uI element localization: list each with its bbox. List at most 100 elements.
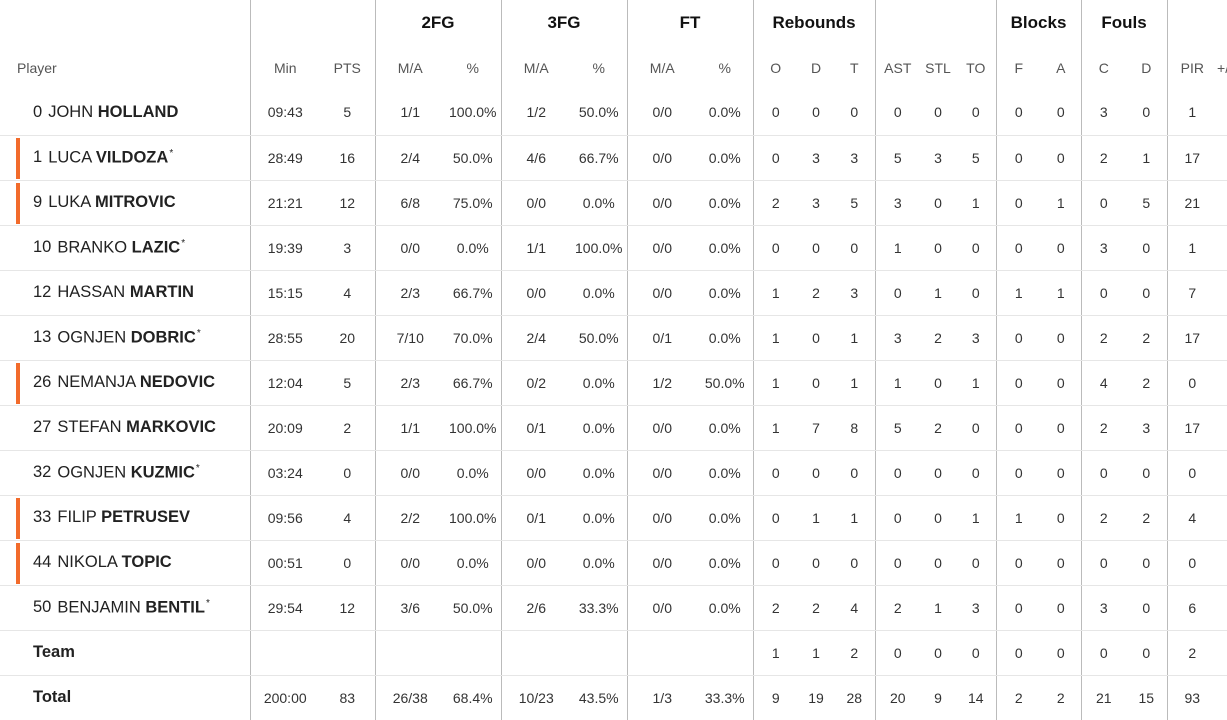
col-reb-d[interactable]: D (810, 59, 822, 76)
stat-fg2-pct: 0.0% (445, 450, 501, 496)
player-last-name: LAZIC (131, 238, 181, 257)
stat-fg3-pct: 43.5% (578, 689, 619, 706)
stat-fg2-ma (374, 630, 445, 676)
accent-bar (16, 497, 20, 539)
stat-extra (1217, 90, 1227, 136)
stat-reb-o: 0 (752, 540, 798, 586)
col-3fg-ma[interactable]: M/A (500, 45, 571, 90)
stat-pir: 17 (1166, 405, 1218, 451)
stat-reb-t: 8 (834, 405, 876, 451)
stat-foul-c: 0 (1080, 450, 1127, 496)
stat-stl: 1 (920, 585, 957, 631)
stat-to: 3 (956, 585, 997, 631)
player-cell[interactable]: 44 NIKOLA TOPIC (0, 540, 250, 586)
player-cell[interactable]: 50 BENJAMIN BENTIL* (0, 585, 250, 631)
stat-fg3-ma: 0/0 (500, 540, 571, 586)
stat-stl: 2 (920, 405, 957, 451)
stat-reb-o: 9 (752, 675, 798, 720)
stat-reb-o: 1 (752, 360, 798, 406)
player-cell[interactable]: 1 LUCA VILDOZA* (0, 135, 250, 181)
table-row: 32 OGNJEN KUZMIC* 03:24 0 0/0 0.0% 0/0 0.0% 0/0 0… (0, 450, 1227, 496)
col-blk-f[interactable]: F (995, 45, 1042, 90)
stat-foul-c: 3 (1080, 225, 1127, 271)
stat-pir: 2 (1166, 630, 1218, 676)
col-foul-c[interactable]: C (1080, 45, 1127, 90)
col-3fg-pct[interactable]: % (592, 59, 605, 76)
player-number: 26 (33, 373, 52, 391)
stat-foul-d: 0 (1126, 450, 1168, 496)
col-ft-ma[interactable]: M/A (626, 45, 697, 90)
stat-min: 20:09 (249, 405, 320, 451)
stat-reb-o: 1 (752, 405, 798, 451)
table-row: 0 JOHN HOLLAND 09:43 5 1/1 100.0% 1/2 50.0% 0/0 0… (0, 90, 1227, 136)
stat-extra (1217, 315, 1227, 361)
player-cell[interactable]: 32 OGNJEN KUZMIC* (0, 450, 250, 496)
starter-mark: * (195, 462, 200, 474)
stat-pts: 2 (320, 405, 375, 451)
stat-extra (1217, 450, 1227, 496)
stat-fg2-ma: 0/0 (374, 450, 445, 496)
stat-foul-d: 0 (1126, 90, 1168, 136)
player-cell[interactable]: 10 BRANKO LAZIC* (0, 225, 250, 271)
stat-ast: 0 (874, 450, 921, 496)
table-row: 10 BRANKO LAZIC* 19:39 3 0/0 0.0% 1/1 100.0% 0/0… (0, 225, 1227, 271)
col-player[interactable]: Player (17, 59, 57, 76)
col-reb-t[interactable]: T (849, 59, 859, 76)
stat-blk-a: 0 (1041, 585, 1082, 631)
stat-reb-o: 0 (752, 450, 798, 496)
col-pir[interactable]: PIR (1166, 45, 1218, 90)
col-2fg-pct[interactable]: % (466, 59, 479, 76)
stat-ast: 0 (874, 90, 921, 136)
player-number: 9 (33, 193, 43, 211)
starter-mark: * (205, 597, 210, 609)
stat-min: 03:24 (249, 450, 320, 496)
stat-fg3-pct: 0.0% (571, 405, 627, 451)
player-cell[interactable]: 9 LUKA MITROVIC (0, 180, 250, 226)
stat-foul-d: 2 (1126, 315, 1168, 361)
stat-foul-c: 0 (1080, 540, 1127, 586)
stat-fg3-pct: 0.0% (571, 450, 627, 496)
stat-to: 5 (956, 135, 997, 181)
stat-reb-t: 0 (834, 90, 876, 136)
col-min[interactable]: Min (249, 45, 320, 90)
player-number: 0 (33, 102, 43, 121)
stat-reb-t: 5 (834, 180, 876, 226)
col-pts[interactable]: PTS (333, 59, 361, 76)
stat-pts: 12 (320, 180, 375, 226)
col-ft-pct[interactable]: % (718, 59, 731, 76)
stat-to: 0 (956, 630, 997, 676)
group-ft: FT (626, 0, 753, 45)
col-stl[interactable]: STL (925, 59, 951, 76)
accent-bar (16, 182, 20, 224)
col-blk-a[interactable]: A (1056, 59, 1066, 76)
stat-reb-d: 2 (798, 585, 834, 631)
player-cell[interactable]: 27 STEFAN MARKOVIC (0, 405, 250, 451)
player-cell[interactable]: 0 JOHN HOLLAND (0, 90, 250, 136)
stat-pts: 83 (339, 689, 356, 706)
stat-fg3-ma: 0/0 (500, 180, 571, 226)
col-ast[interactable]: AST (874, 45, 921, 90)
stat-to: 0 (956, 90, 997, 136)
player-cell[interactable]: 13 OGNJEN DOBRIC* (0, 315, 250, 361)
player-cell[interactable]: 12 HASSAN MARTIN (0, 270, 250, 316)
col-reb-o[interactable]: O (752, 45, 798, 90)
player-cell[interactable]: 33 FILIP PETRUSEV (0, 495, 250, 541)
group-blocks: Blocks (995, 0, 1082, 45)
stat-reb-t: 0 (834, 225, 876, 271)
col-to[interactable]: TO (966, 59, 986, 76)
stat-foul-c: 2 (1080, 405, 1127, 451)
stat-reb-o: 1 (752, 315, 798, 361)
stat-blk-a: 1 (1041, 180, 1082, 226)
accent-bar (16, 137, 20, 179)
table-row: 50 BENJAMIN BENTIL* 29:54 12 3/6 50.0% 2/6 33.3… (0, 585, 1227, 631)
stat-reb-d: 0 (798, 540, 834, 586)
stat-extra (1217, 135, 1227, 181)
player-cell[interactable]: 26 NEMANJA NEDOVIC (0, 360, 250, 406)
stat-min: 19:39 (249, 225, 320, 271)
stat-stl: 1 (920, 270, 957, 316)
col-plus-minus[interactable]: +/- (1217, 59, 1227, 76)
stat-fg2-pct: 68.4% (452, 689, 493, 706)
col-2fg-ma[interactable]: M/A (374, 45, 445, 90)
stat-blk-a: 0 (1041, 405, 1082, 451)
col-foul-d[interactable]: D (1141, 59, 1152, 76)
